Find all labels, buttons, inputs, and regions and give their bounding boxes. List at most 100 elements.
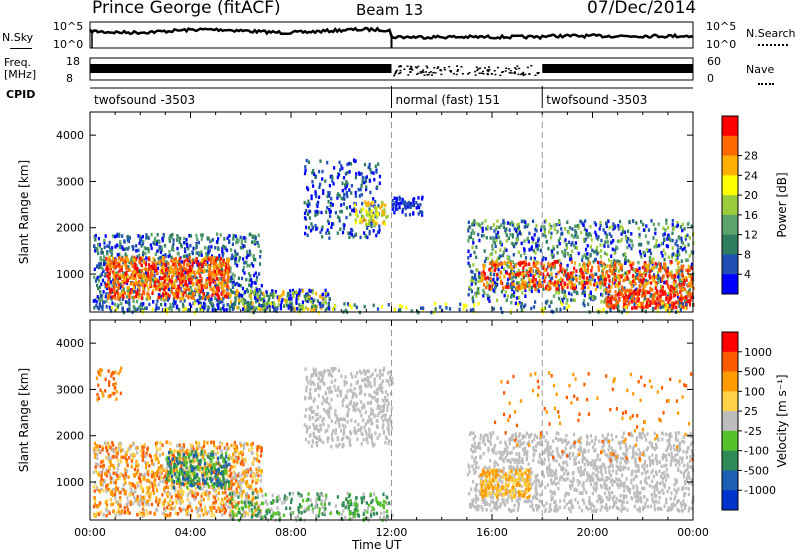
power-point: [419, 203, 422, 207]
power-point: [558, 241, 561, 246]
power-point: [604, 265, 607, 269]
power-point-strong: [645, 304, 648, 309]
power-point: [332, 182, 335, 186]
power-point: [629, 238, 632, 242]
power-point: [670, 309, 673, 313]
power-point: [331, 307, 335, 312]
power-point: [679, 225, 682, 229]
power-point-strong: [219, 260, 222, 264]
power-point-strong: [161, 276, 164, 280]
power-point-strong: [606, 264, 609, 268]
power-point: [108, 282, 111, 287]
power-point: [505, 233, 508, 237]
velocity-point: [226, 469, 229, 474]
power-point: [666, 237, 669, 241]
power-point: [343, 197, 346, 201]
power-point-strong: [659, 289, 662, 294]
power-point: [421, 210, 424, 215]
power-point-strong: [160, 282, 163, 286]
power-point-strong: [146, 283, 149, 288]
power-point-strong: [661, 292, 664, 296]
velocity-point: [246, 483, 249, 487]
power-point: [183, 241, 186, 245]
power-point: [215, 258, 218, 263]
power-point: [229, 288, 232, 293]
power-point: [568, 226, 571, 230]
freq-point: [516, 65, 519, 67]
power-point: [595, 236, 598, 240]
power-point-strong: [202, 294, 205, 298]
power-point: [237, 306, 240, 310]
power-point: [245, 255, 248, 260]
power-point: [308, 209, 311, 214]
power-point: [510, 300, 513, 305]
power-point: [610, 264, 613, 268]
power-point: [194, 299, 197, 304]
power-point: [157, 257, 160, 261]
power-point: [150, 232, 153, 237]
power-point: [321, 169, 324, 174]
power-point-strong: [645, 297, 648, 302]
velocity-point: [215, 452, 218, 456]
power-point: [523, 248, 526, 252]
power-point-strong: [109, 269, 112, 273]
power-point: [599, 274, 603, 279]
power-point: [122, 287, 125, 292]
power-point-strong: [114, 296, 117, 301]
power-point-strong: [570, 281, 574, 285]
power-point-strong: [625, 305, 628, 309]
power-point: [663, 238, 666, 242]
power-point-strong: [609, 289, 612, 293]
power-point-strong: [649, 300, 652, 304]
power-point-strong: [613, 265, 616, 270]
power-point-strong: [170, 277, 173, 282]
power-point-strong: [520, 286, 523, 290]
velocity-point: [236, 458, 239, 463]
velocity-point: [154, 442, 158, 446]
velocity-point: [251, 441, 254, 446]
power-point: [316, 299, 319, 303]
power-point: [162, 233, 165, 237]
power-point-strong: [123, 281, 126, 285]
power-point-strong: [137, 285, 140, 290]
power-point: [398, 195, 401, 200]
power-point-strong: [484, 277, 487, 281]
power-point-strong: [197, 285, 200, 290]
power-point: [645, 271, 648, 275]
power-point-strong: [658, 298, 661, 302]
power-point-strong: [203, 256, 207, 260]
power-point: [417, 196, 420, 200]
freq-point: [393, 74, 396, 77]
power-point-strong: [140, 263, 143, 268]
power-point-strong: [193, 270, 196, 275]
power-point: [470, 279, 473, 283]
power-point: [248, 301, 251, 305]
power-point: [528, 287, 531, 292]
velocity-point: [151, 462, 154, 466]
freq-label-line2: [MHz]: [4, 68, 37, 81]
power-point-strong: [650, 288, 653, 292]
freq-point: [501, 71, 503, 73]
velocity-point: [129, 500, 132, 504]
velocity-point: [203, 452, 206, 457]
power-point: [344, 308, 347, 313]
power-point: [206, 246, 209, 251]
power-point-strong: [511, 272, 514, 276]
power-point-strong: [614, 278, 617, 282]
power-point: [516, 223, 519, 227]
power-point-strong: [607, 300, 610, 304]
power-point: [144, 251, 147, 256]
power-point: [339, 227, 342, 231]
power-point-strong: [107, 296, 110, 300]
power-point: [207, 292, 210, 296]
power-point: [343, 192, 346, 197]
power-point: [667, 233, 670, 237]
power-point: [253, 273, 256, 278]
velocity-point: [105, 513, 108, 518]
power-point: [583, 281, 586, 285]
power-point: [583, 290, 586, 294]
power-point: [217, 306, 220, 310]
power-point: [311, 171, 314, 175]
power-point-strong: [616, 293, 619, 297]
power-point-strong: [176, 269, 179, 274]
